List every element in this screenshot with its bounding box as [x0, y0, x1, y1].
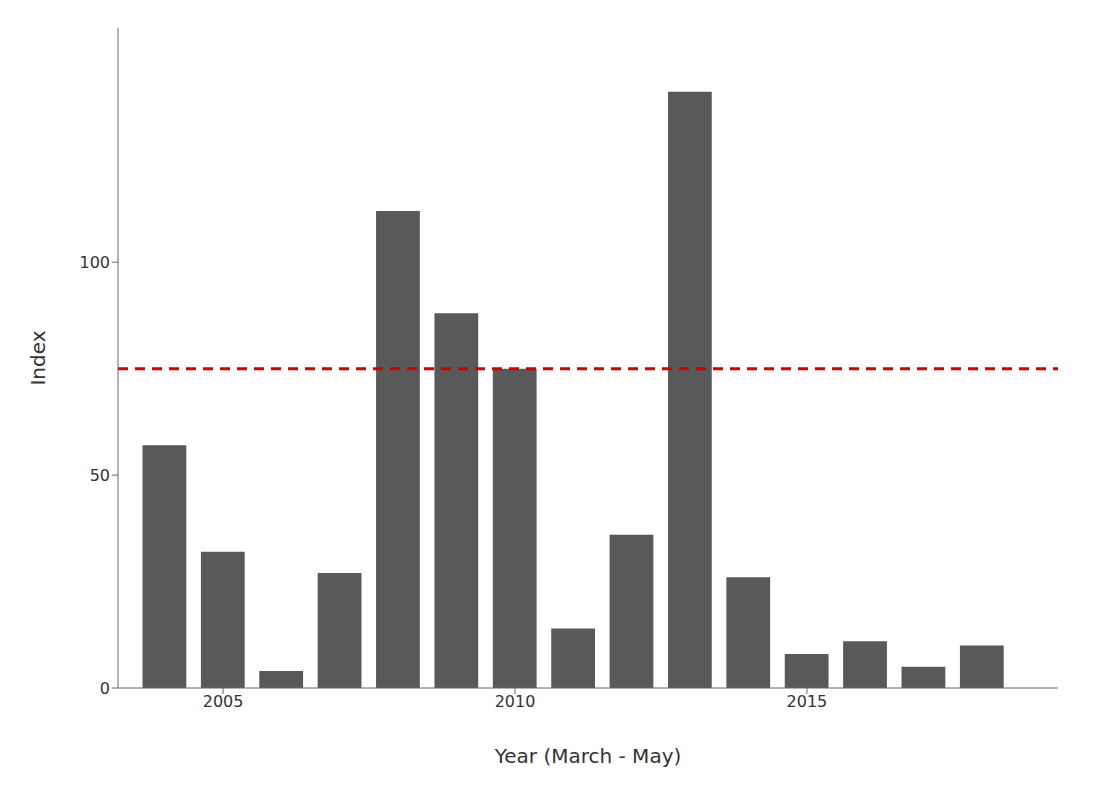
svg-text:50: 50 — [90, 466, 110, 485]
svg-text:0: 0 — [100, 679, 110, 698]
svg-text:100: 100 — [79, 253, 110, 272]
svg-text:2005: 2005 — [203, 692, 244, 711]
svg-text:Year (March - May): Year (March - May) — [494, 744, 682, 768]
svg-text:Index: Index — [26, 330, 50, 385]
svg-text:2015: 2015 — [787, 692, 828, 711]
svg-text:2010: 2010 — [495, 692, 536, 711]
